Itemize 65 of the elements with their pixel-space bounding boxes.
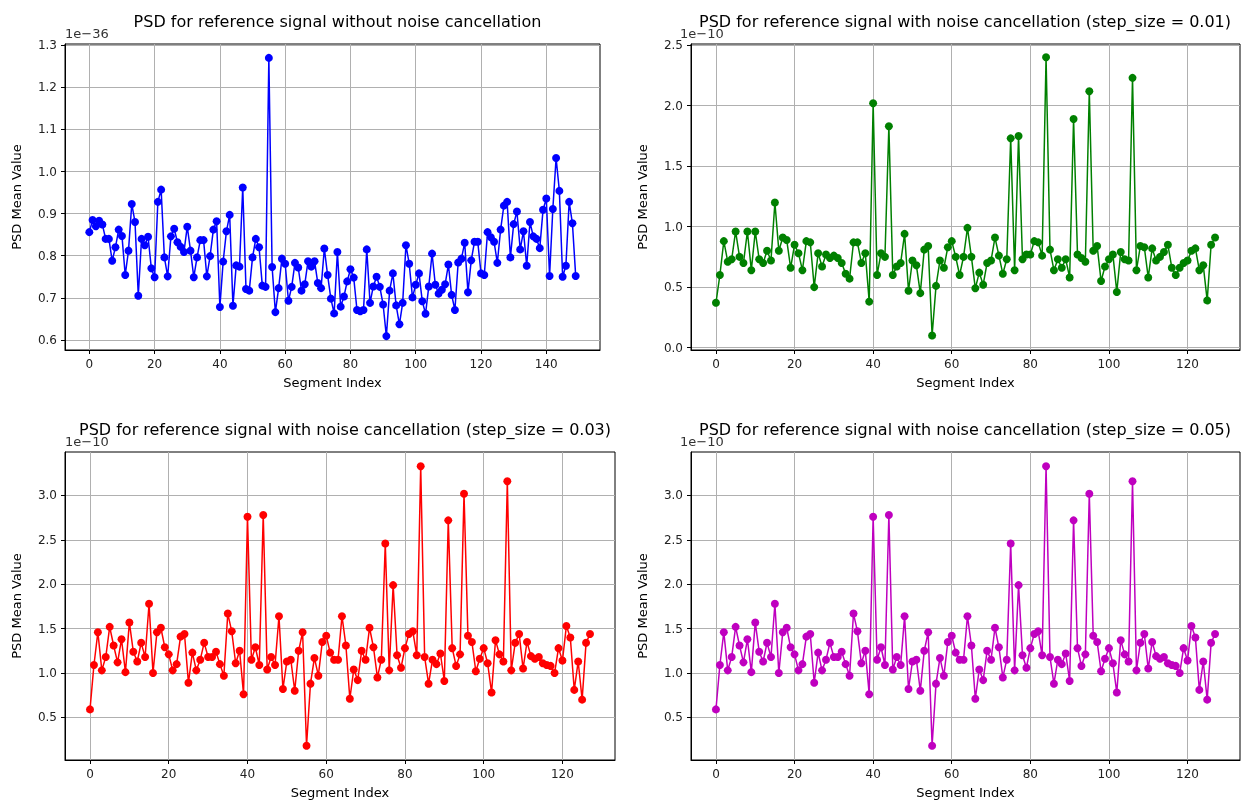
x-tick-label: 0 <box>712 357 720 371</box>
y-tick-label: 3.0 <box>663 488 683 503</box>
x-tick-label: 120 <box>550 767 574 781</box>
y-tick-label: 1.5 <box>663 159 683 174</box>
x-axis-title: Segment Index <box>283 375 383 390</box>
x-tick-label: 100 <box>404 357 428 371</box>
x-tick-label: 80 <box>1022 357 1038 371</box>
y-tick-label: 2.5 <box>37 532 57 547</box>
x-axis-title: Segment Index <box>916 785 1016 800</box>
x-tick-label: 40 <box>212 357 228 371</box>
y-tick-label: 1.0 <box>663 666 683 681</box>
y-axis-title: PSD Mean Value <box>635 144 650 250</box>
x-tick-label: 120 <box>1176 767 1199 781</box>
x-tick-label: 60 <box>318 767 334 781</box>
x-tick-label: 60 <box>277 357 293 371</box>
y-tick-label: 2.5 <box>663 532 683 547</box>
x-tick-label: 100 <box>1097 767 1121 781</box>
y-tick-label: 1.0 <box>37 666 57 681</box>
x-tick-label: 120 <box>1176 357 1199 371</box>
x-tick-label: 0 <box>86 767 94 781</box>
y-tick-label: 0.6 <box>37 332 57 347</box>
x-tick-label: 80 <box>1022 767 1038 781</box>
x-tick-label: 40 <box>865 357 881 371</box>
x-tick-label: 0 <box>85 357 94 371</box>
y-tick-label: 2.0 <box>663 577 683 592</box>
chart-title: PSD for reference signal without noise cancellation <box>133 11 542 31</box>
y-tick-label: 0.7 <box>37 290 57 305</box>
y-tick-label: 1.0 <box>37 164 57 179</box>
x-tick-label: 140 <box>534 357 558 371</box>
y-axis-title: PSD Mean Value <box>9 144 24 250</box>
x-tick-label: 20 <box>786 357 803 371</box>
y-tick-label: 1.1 <box>37 122 57 137</box>
y-tick-label: 0.5 <box>663 710 683 725</box>
x-tick-label: 100 <box>1097 357 1121 371</box>
x-tick-label: 60 <box>944 357 960 371</box>
y-tick-label: 1.3 <box>37 38 57 53</box>
y-tick-label: 1.2 <box>37 80 57 95</box>
y-tick-label: 1.5 <box>663 621 683 636</box>
text: 1e−36 <box>65 26 109 41</box>
x-tick-label: 20 <box>161 767 177 781</box>
y-axis-title: PSD Mean Value <box>9 553 24 659</box>
y-tick-label: 1.5 <box>37 621 57 636</box>
x-tick-label: 20 <box>146 357 163 371</box>
x-tick-label: 80 <box>397 767 413 781</box>
y-tick-label: 0.5 <box>37 710 57 725</box>
y-tick-label: 0.8 <box>37 248 57 263</box>
y-tick-label: 3.0 <box>37 488 57 503</box>
x-tick-label: 0 <box>712 767 720 781</box>
y-tick-label: 2.0 <box>663 98 683 113</box>
y-tick-label: 2.5 <box>663 38 683 53</box>
y-tick-label: 1.0 <box>663 219 683 234</box>
y-tick-label: 0.0 <box>663 340 683 355</box>
x-tick-label: 20 <box>786 767 803 781</box>
y-axis-title: PSD Mean Value <box>635 553 650 659</box>
x-tick-label: 60 <box>944 767 960 781</box>
x-tick-label: 40 <box>865 767 881 781</box>
x-tick-label: 40 <box>239 767 256 781</box>
x-axis-title: Segment Index <box>916 375 1016 390</box>
x-axis-title: Segment Index <box>290 785 390 800</box>
x-tick-label: 80 <box>342 357 359 371</box>
y-tick-label: 2.0 <box>37 577 57 592</box>
x-tick-label: 100 <box>472 767 496 781</box>
y-tick-label: 0.5 <box>663 280 683 295</box>
y-tick-label: 0.9 <box>37 206 57 221</box>
x-tick-label: 120 <box>469 357 493 371</box>
